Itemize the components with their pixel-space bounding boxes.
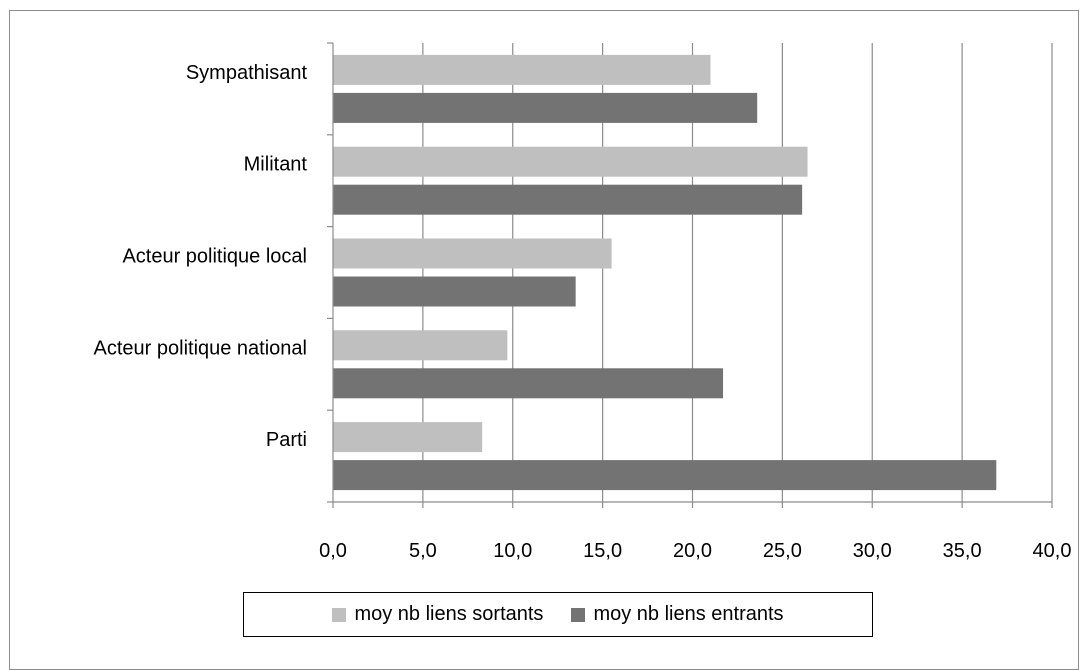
bar-sortants: [333, 146, 808, 177]
axes: [327, 42, 1053, 508]
bars: [333, 54, 997, 491]
x-tick-label: 35,0: [943, 540, 982, 562]
x-tick-label: 0,0: [319, 540, 347, 562]
category-label: Parti: [266, 429, 307, 451]
x-tick-label: 10,0: [493, 540, 532, 562]
legend-label-sortants: moy nb liens sortants: [354, 603, 544, 625]
legend-swatch-entrants: [571, 607, 586, 622]
bar-sortants: [333, 330, 508, 361]
bar-sortants: [333, 238, 612, 269]
bar-entrants: [333, 276, 576, 307]
legend: moy nb liens sortants moy nb liens entra…: [243, 592, 873, 637]
bar-chart: Sympathisant Militant Acteur politique loc…: [94, 42, 1071, 562]
legend-item-entrants: moy nb liens entrants: [571, 603, 784, 626]
legend-item-sortants: moy nb liens sortants: [332, 603, 543, 626]
category-labels: Sympathisant Militant Acteur politique loc…: [94, 62, 308, 451]
x-tick-label: 20,0: [673, 540, 712, 562]
bar-entrants: [333, 460, 997, 491]
legend-swatch-sortants: [332, 607, 347, 622]
legend-label-entrants: moy nb liens entrants: [593, 603, 784, 625]
x-tick-label: 30,0: [853, 540, 892, 562]
x-tick-label: 5,0: [409, 540, 437, 562]
category-label: Acteur politique national: [94, 337, 307, 359]
x-tick-label: 15,0: [583, 540, 622, 562]
x-tick-label: 40,0: [1033, 540, 1072, 562]
category-label: Acteur politique local: [122, 246, 307, 268]
category-label: Militant: [244, 154, 308, 176]
x-tick-label: 25,0: [763, 540, 802, 562]
bar-sortants: [333, 422, 483, 453]
tick-labels: 0,0 5,0 10,0 15,0 20,0 25,0 30,0 35,0 40,0: [319, 540, 1071, 562]
bar-entrants: [333, 92, 758, 123]
bar-entrants: [333, 368, 724, 399]
bar-entrants: [333, 184, 803, 215]
category-label: Sympathisant: [186, 62, 308, 84]
bar-sortants: [333, 54, 711, 85]
